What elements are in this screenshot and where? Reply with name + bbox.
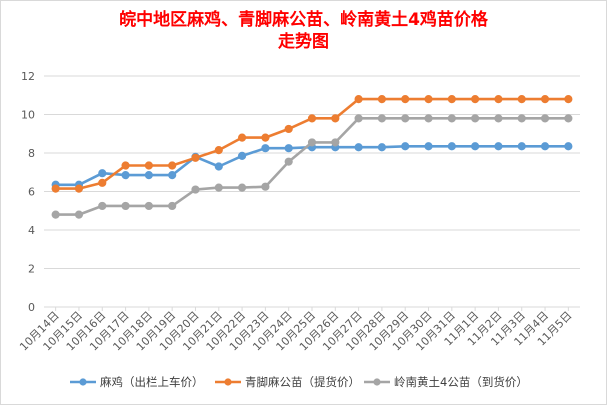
data-point [540, 95, 550, 104]
data-point [98, 178, 107, 187]
data-point [51, 210, 60, 219]
chart-title-line1: 皖中地区麻鸡、青脚麻公苗、岭南黄土4鸡苗价格 [119, 10, 488, 30]
data-point [564, 95, 573, 104]
data-point [377, 143, 387, 152]
data-point [191, 153, 200, 162]
data-point [424, 114, 433, 123]
data-point [51, 184, 60, 193]
data-point [540, 114, 550, 123]
data-point [98, 169, 107, 178]
data-point [564, 142, 573, 151]
data-point [401, 95, 410, 104]
data-point [168, 201, 177, 211]
data-point [401, 114, 410, 123]
data-point [98, 201, 107, 211]
data-point [121, 161, 130, 170]
legend-swatch-marker [224, 378, 232, 386]
data-point [354, 143, 363, 152]
data-point [447, 142, 456, 151]
data-point [307, 138, 317, 147]
data-point [261, 133, 270, 142]
data-point [284, 124, 293, 134]
data-point [494, 114, 503, 123]
data-point [494, 95, 503, 104]
data-point [517, 95, 526, 104]
data-point [331, 114, 340, 123]
legend-label: 麻鸡（出栏上车价） [100, 375, 204, 389]
data-point [354, 95, 363, 104]
y-tick-label: 0 [28, 301, 35, 314]
y-tick-label: 6 [28, 186, 35, 199]
chart-title: 皖中地区麻鸡、青脚麻公苗、岭南黄土4鸡苗价格 走势图 [1, 9, 606, 53]
data-point [471, 95, 480, 104]
data-point [564, 114, 573, 123]
data-point [471, 114, 480, 123]
data-point [144, 171, 153, 180]
legend-swatch-marker [79, 378, 87, 386]
data-point [168, 161, 177, 170]
data-point [377, 95, 387, 104]
data-point [401, 142, 410, 151]
data-point [214, 162, 223, 171]
data-point [517, 114, 526, 123]
data-point [424, 142, 433, 151]
data-point [447, 95, 456, 104]
data-point [261, 182, 270, 191]
legend-label: 青脚麻公苗（提货价） [245, 375, 360, 389]
chart-title-line2: 走势图 [278, 32, 329, 52]
data-point [471, 142, 480, 151]
data-point [121, 171, 130, 180]
data-point [447, 114, 456, 123]
data-point [121, 201, 130, 211]
data-point [354, 114, 363, 123]
data-point [540, 142, 550, 151]
data-point [214, 146, 223, 155]
data-point [144, 201, 153, 211]
y-tick-label: 12 [21, 70, 35, 83]
data-point [237, 183, 247, 192]
legend-swatch-marker [373, 378, 381, 386]
data-point [191, 185, 200, 194]
data-point [144, 161, 153, 170]
data-point [331, 138, 340, 147]
data-point [261, 144, 270, 153]
data-point [284, 144, 293, 153]
data-point [237, 133, 247, 142]
data-point [168, 171, 177, 180]
y-tick-label: 4 [28, 224, 35, 237]
legend-label: 岭南黄土4公苗（到货价） [394, 375, 528, 389]
data-point [307, 114, 317, 123]
data-point [237, 151, 247, 160]
data-point [74, 184, 84, 193]
data-point [74, 210, 84, 219]
y-tick-label: 10 [21, 109, 35, 122]
data-point [494, 142, 503, 151]
data-point [284, 157, 293, 166]
data-point [377, 114, 387, 123]
y-tick-label: 2 [28, 263, 35, 276]
data-point [424, 95, 433, 104]
y-tick-label: 8 [28, 147, 35, 160]
data-point [517, 142, 526, 151]
data-point [214, 183, 223, 192]
